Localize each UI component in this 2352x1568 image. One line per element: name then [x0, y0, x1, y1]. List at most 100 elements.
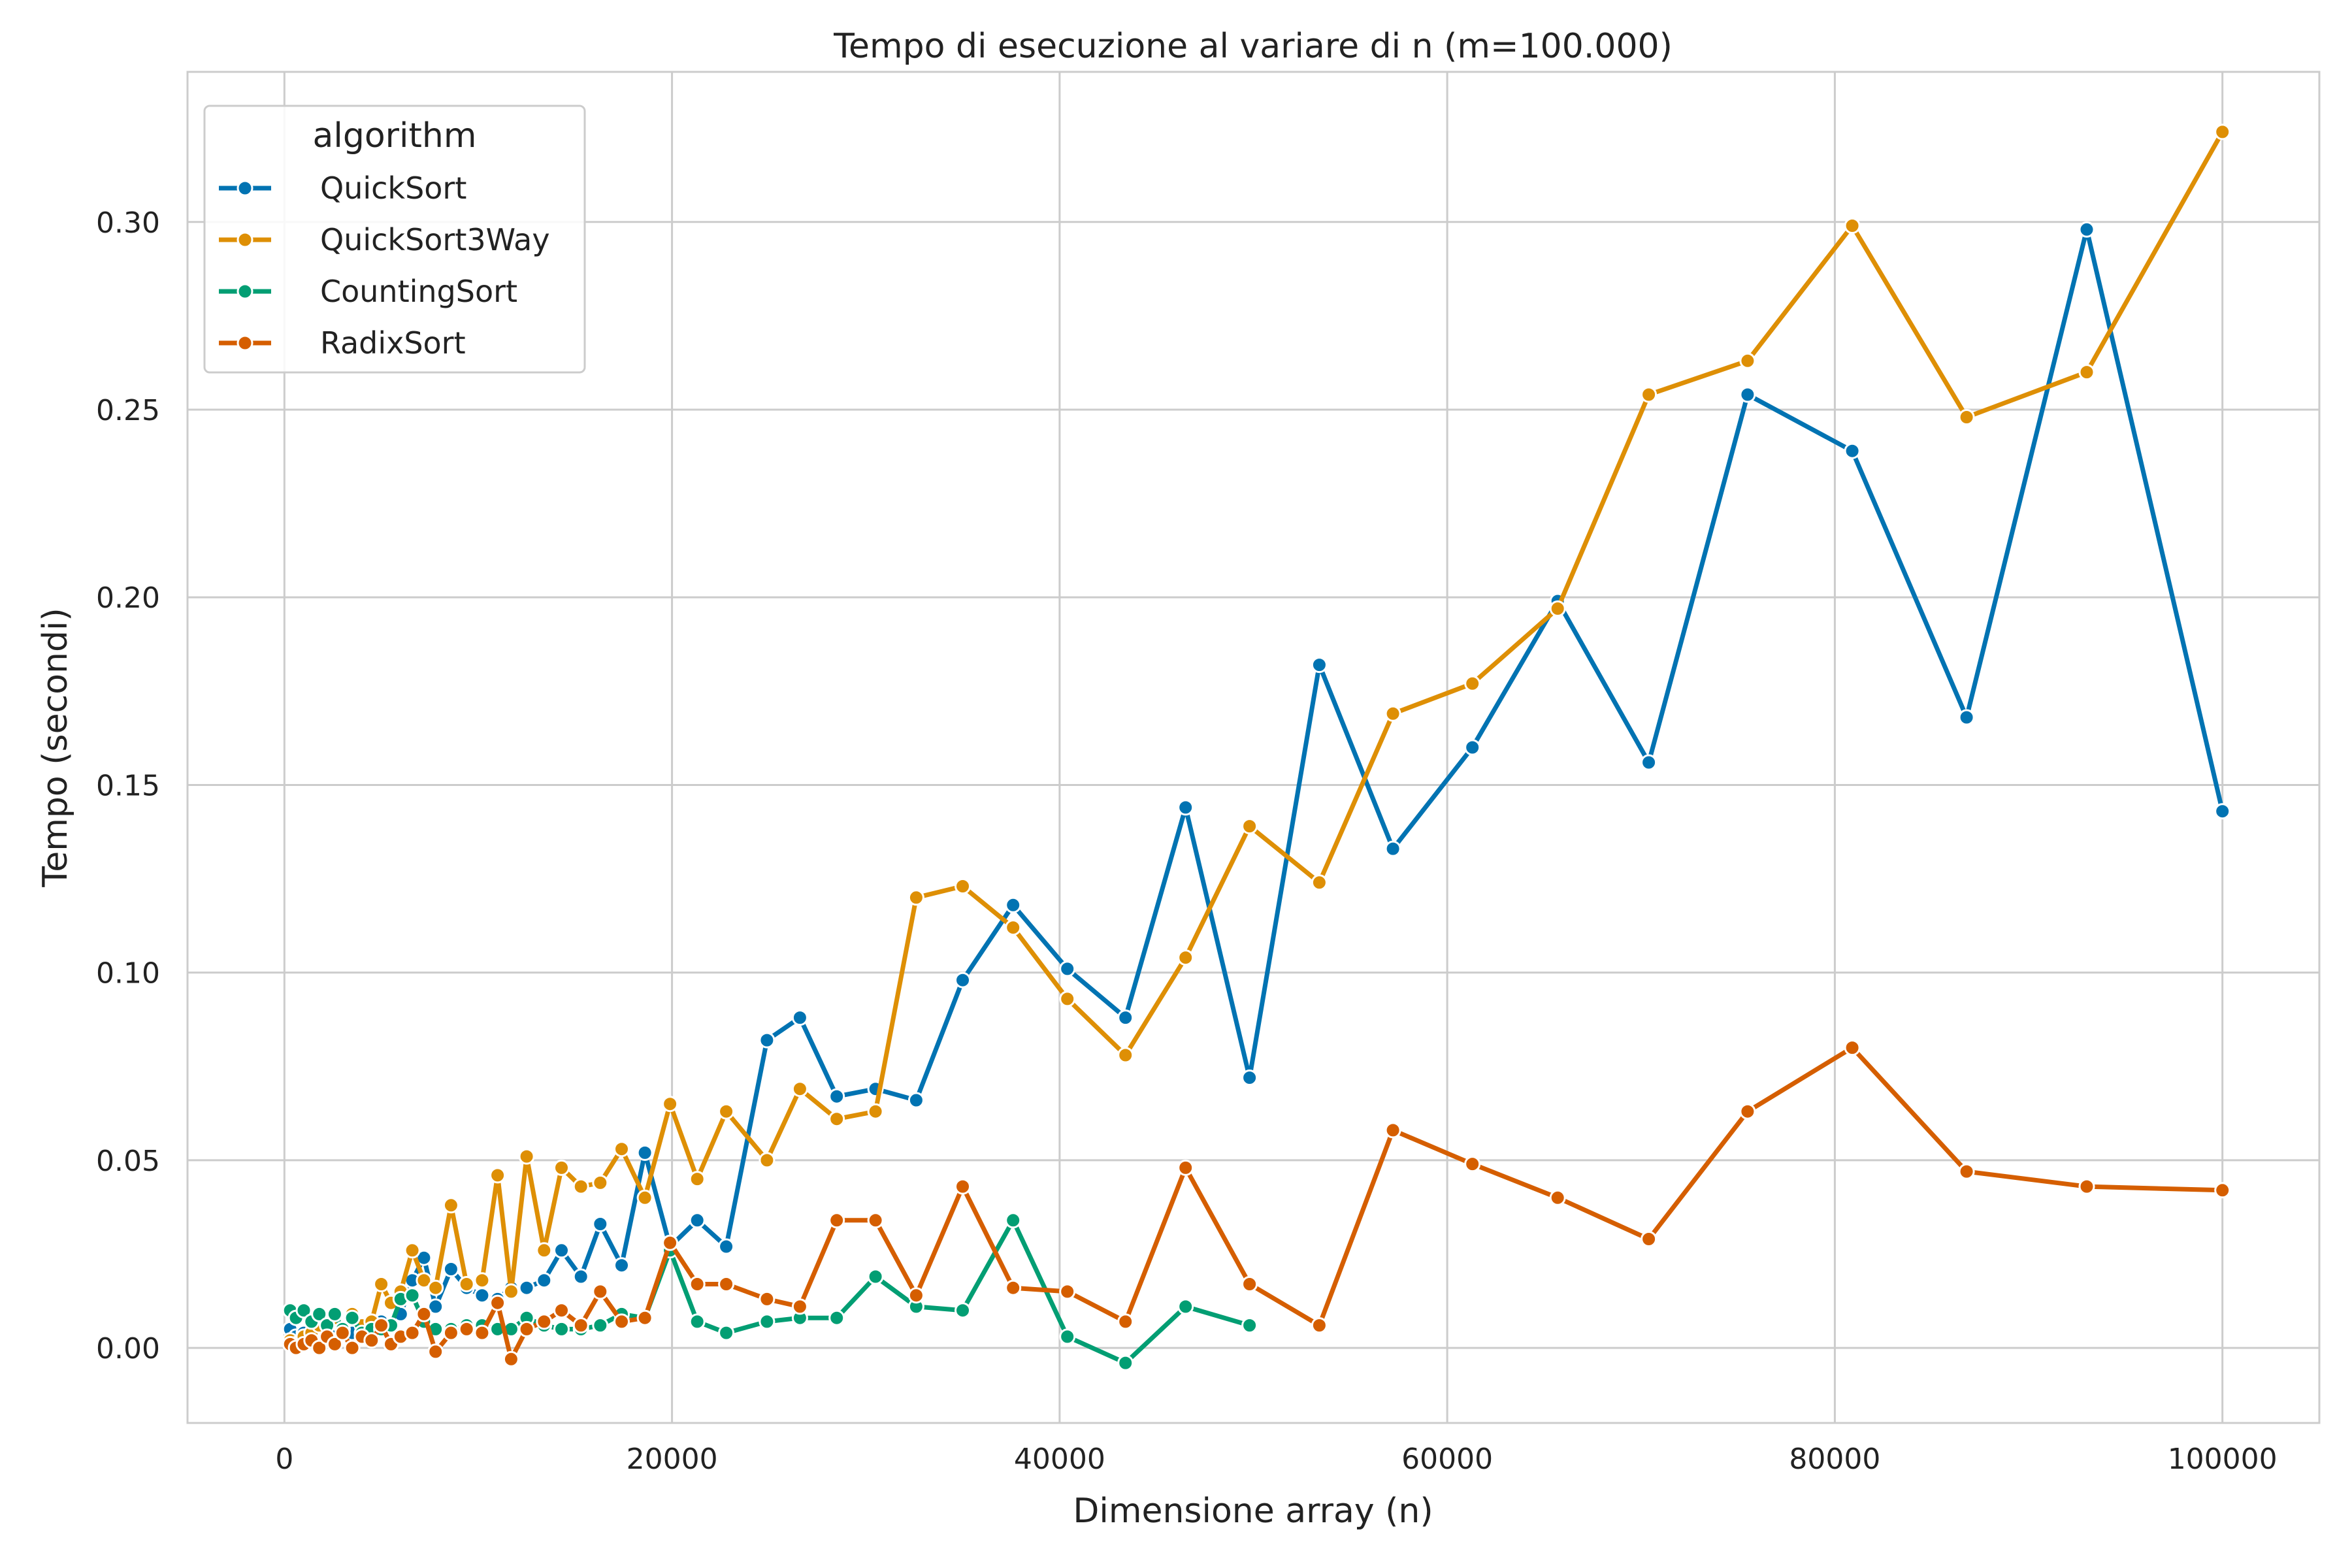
legend-items: QuickSort QuickSort3Way CountingSort RadixS… [219, 171, 550, 361]
data-point-quicksort3way [518, 1148, 535, 1165]
data-point-radixsort [1844, 1039, 1861, 1056]
data-point-quicksort [553, 1242, 570, 1259]
x-tick-label: 20000 [627, 1443, 718, 1476]
data-point-radixsort [791, 1298, 808, 1315]
data-point-quicksort3way [1549, 600, 1566, 617]
data-point-radixsort [1117, 1313, 1134, 1330]
data-point-quicksort3way [1177, 949, 1194, 966]
data-point-quicksort3way [427, 1279, 444, 1296]
legend-item-quicksort: QuickSort [219, 171, 466, 206]
tick-labels: 0 20000 40000 60000 80000 100000 0.00 0.05 0.10 0… [96, 206, 2278, 1476]
data-point-quicksort [572, 1268, 589, 1285]
data-point-radixsort [363, 1332, 380, 1349]
data-point-quicksort3way [2214, 123, 2231, 140]
data-point-quicksort3way [636, 1189, 653, 1206]
data-point-countingsort [344, 1309, 361, 1326]
data-point-radixsort [474, 1324, 491, 1341]
data-point-radixsort [458, 1320, 475, 1337]
data-point-quicksort [1005, 896, 1022, 913]
data-point-quicksort3way [613, 1141, 630, 1158]
x-tick-label: 60000 [1401, 1443, 1493, 1476]
data-point-quicksort3way [955, 878, 971, 894]
data-point-quicksort [907, 1092, 924, 1109]
data-point-countingsort [689, 1313, 706, 1330]
y-tick-label: 0.20 [96, 581, 160, 615]
data-point-quicksort [2214, 803, 2231, 820]
data-point-radixsort [1464, 1156, 1481, 1173]
data-point-quicksort [1059, 960, 1076, 977]
y-tick-label: 0.00 [96, 1332, 160, 1365]
data-point-radixsort [907, 1287, 924, 1304]
data-point-quicksort [636, 1144, 653, 1161]
data-point-countingsort [955, 1302, 971, 1319]
data-point-quicksort [1117, 1009, 1134, 1026]
data-point-quicksort [718, 1238, 735, 1255]
data-point-quicksort3way [416, 1272, 433, 1289]
x-tick-label: 80000 [1789, 1443, 1880, 1476]
data-point-radixsort [1549, 1189, 1566, 1206]
data-point-quicksort3way [489, 1167, 506, 1184]
gridlines [188, 72, 2319, 1423]
data-point-radixsort [502, 1350, 519, 1367]
y-axis-label: Tempo (secondi) [36, 608, 75, 887]
data-point-quicksort3way [1464, 675, 1481, 692]
data-point-radixsort [828, 1212, 845, 1229]
data-point-quicksort3way [1311, 874, 1328, 891]
data-point-radixsort [718, 1276, 735, 1292]
legend-label: RadixSort [320, 325, 466, 361]
data-point-quicksort3way [502, 1283, 519, 1300]
legend-title: algorithm [313, 116, 477, 155]
x-tick-label: 40000 [1014, 1443, 1105, 1476]
data-point-radixsort [689, 1276, 706, 1292]
data-point-countingsort [326, 1305, 343, 1322]
data-point-radixsort [1958, 1163, 1975, 1180]
data-point-quicksort3way [1241, 818, 1258, 835]
data-point-radixsort [311, 1339, 328, 1356]
data-point-quicksort [759, 1032, 776, 1049]
data-point-quicksort [442, 1261, 459, 1277]
data-point-quicksort3way [572, 1178, 589, 1195]
data-point-quicksort [1958, 709, 1975, 726]
data-point-radixsort [759, 1290, 776, 1307]
data-point-quicksort3way [867, 1103, 884, 1120]
data-point-countingsort [295, 1302, 312, 1319]
y-tick-label: 0.15 [96, 769, 160, 802]
data-point-radixsort [373, 1317, 390, 1334]
data-point-radixsort [344, 1339, 361, 1356]
data-point-radixsort [518, 1320, 535, 1337]
data-point-quicksort3way [536, 1242, 553, 1259]
data-point-quicksort [1241, 1070, 1258, 1086]
data-point-countingsort [1005, 1212, 1022, 1229]
series-radixsort [282, 1039, 2231, 1367]
data-point-quicksort3way [1384, 705, 1401, 722]
data-point-radixsort [1059, 1283, 1076, 1300]
legend-item-quicksort3way: QuickSort3Way [219, 222, 550, 257]
data-point-countingsort [1059, 1328, 1076, 1345]
data-point-countingsort [553, 1320, 570, 1337]
data-point-countingsort [1117, 1354, 1134, 1371]
data-point-quicksort [1739, 386, 1756, 403]
y-tick-label: 0.25 [96, 394, 160, 427]
data-point-radixsort [442, 1324, 459, 1341]
legend-item-countingsort: CountingSort [219, 274, 517, 309]
data-point-radixsort [1641, 1231, 1658, 1247]
legend-box [203, 105, 586, 374]
data-point-quicksort [1177, 799, 1194, 816]
data-point-quicksort3way [759, 1152, 776, 1169]
legend: algorithm QuickSort QuickSort3Way Counting… [203, 105, 586, 374]
data-point-quicksort [613, 1257, 630, 1274]
data-point-quicksort [1844, 442, 1861, 459]
legend-label: QuickSort [320, 171, 466, 206]
data-point-quicksort3way [1739, 352, 1756, 369]
data-point-quicksort3way [404, 1242, 421, 1259]
data-point-quicksort3way [1844, 218, 1861, 234]
legend-item-radixsort: RadixSort [219, 325, 466, 361]
data-point-quicksort [1641, 754, 1658, 771]
data-point-quicksort [791, 1009, 808, 1026]
data-point-quicksort [2078, 221, 2095, 238]
data-point-quicksort3way [1641, 386, 1658, 403]
data-point-quicksort3way [592, 1174, 609, 1191]
data-point-quicksort3way [828, 1111, 845, 1128]
data-point-radixsort [1177, 1159, 1194, 1176]
